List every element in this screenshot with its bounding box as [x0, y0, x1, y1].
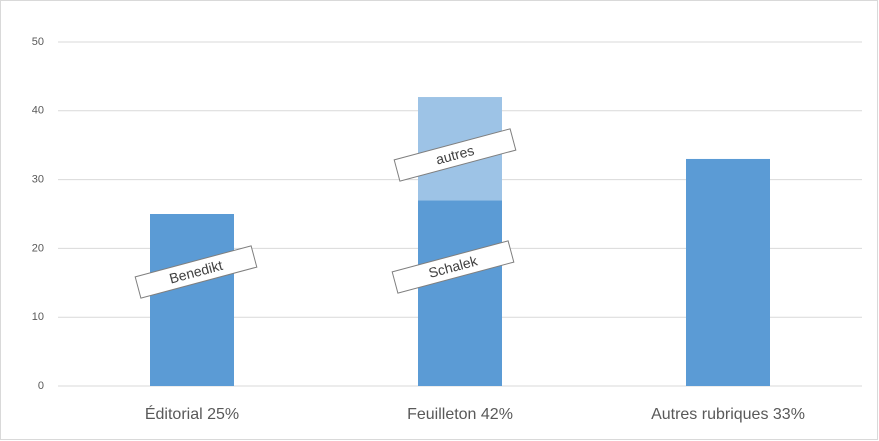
- x-tick-label: Éditorial 25%: [145, 404, 239, 423]
- x-tick-label: Feuilleton 42%: [407, 406, 513, 423]
- annotation-box: [391, 240, 515, 294]
- y-tick-label: 10: [32, 311, 44, 323]
- bar-segment: [418, 200, 502, 386]
- y-tick-label: 30: [32, 174, 44, 186]
- y-tick-label: 50: [32, 36, 44, 48]
- annotation: Benedikt: [134, 245, 258, 299]
- y-tick-label: 40: [32, 105, 44, 117]
- annotation-box: [134, 245, 258, 299]
- bar-segment: [686, 158, 770, 386]
- bar-segment: [150, 214, 234, 386]
- y-tick-label: 20: [32, 242, 44, 254]
- annotation-box: [393, 128, 517, 182]
- y-tick-label: 0: [38, 380, 44, 392]
- x-tick-label: Autres rubriques 33%: [651, 406, 805, 423]
